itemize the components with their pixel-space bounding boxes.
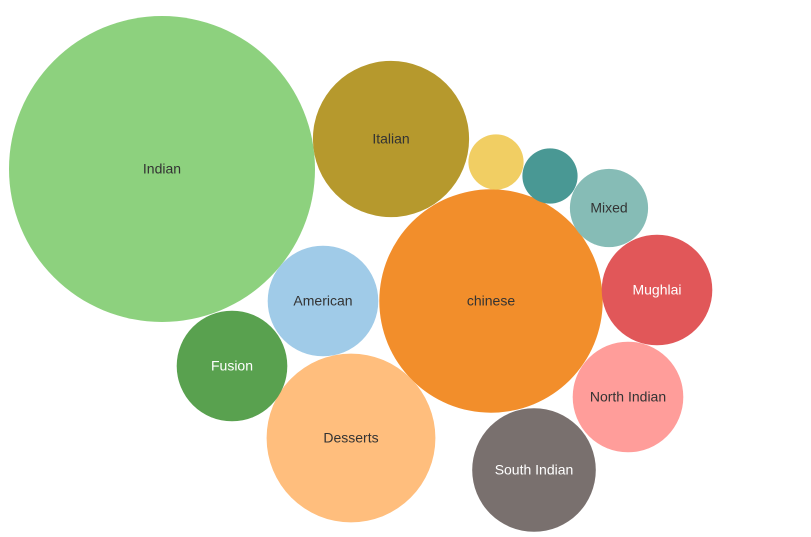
bubble-mixed[interactable] xyxy=(569,168,649,248)
bubble-italian[interactable] xyxy=(312,60,470,218)
bubble-american[interactable] xyxy=(267,245,379,357)
bubble-unlabeled-11[interactable] xyxy=(522,148,578,204)
bubble-unlabeled-10[interactable] xyxy=(468,134,524,190)
bubble-north-indian[interactable] xyxy=(572,341,684,453)
bubble-fusion[interactable] xyxy=(176,310,288,422)
bubble-mughlai[interactable] xyxy=(601,234,713,346)
bubble-chinese[interactable] xyxy=(379,189,603,413)
bubble-desserts[interactable] xyxy=(266,353,436,523)
bubble-south-indian[interactable] xyxy=(472,408,596,532)
bubble-indian[interactable] xyxy=(9,16,315,322)
